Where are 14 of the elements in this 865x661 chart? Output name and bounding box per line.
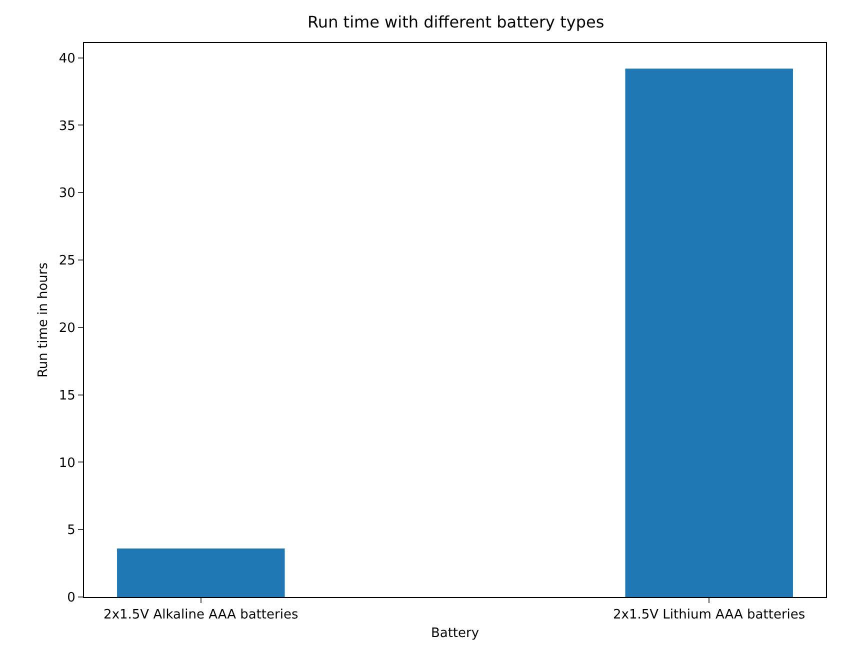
y-tick-label: 0 — [67, 590, 76, 606]
x-tick-label: 2x1.5V Alkaline AAA batteries — [104, 608, 298, 623]
y-tick-label: 10 — [58, 456, 76, 471]
y-tick-label: 35 — [58, 118, 76, 134]
y-tick-label: 5 — [67, 523, 76, 538]
x-axis-title: Battery — [430, 626, 480, 642]
x-tick-label: 2x1.5V Lithium AAA batteries — [613, 608, 806, 623]
y-tick-label: 40 — [58, 51, 76, 66]
chart-title: Run time with different battery types — [308, 12, 604, 32]
y-axis-title: Run time in hours — [36, 262, 51, 378]
y-tick-label: 20 — [58, 320, 76, 336]
y-tick-label: 25 — [58, 254, 76, 269]
y-tick-label: 15 — [58, 388, 76, 404]
y-tick-label: 30 — [58, 186, 76, 202]
